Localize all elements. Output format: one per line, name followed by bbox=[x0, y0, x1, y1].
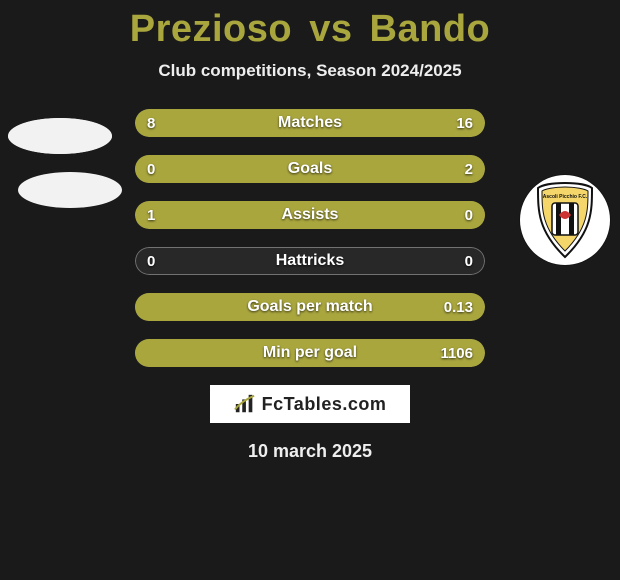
stat-row: Goals02 bbox=[135, 155, 485, 183]
player1-name: Prezioso bbox=[130, 8, 292, 50]
stat-track bbox=[135, 247, 485, 275]
player2-club-badge: Ascoli Picchio F.C. bbox=[520, 175, 610, 265]
stat-row: Goals per match0.13 bbox=[135, 293, 485, 321]
bar-chart-icon bbox=[234, 393, 256, 415]
stat-row: Min per goal1106 bbox=[135, 339, 485, 367]
stat-fill-right bbox=[135, 155, 485, 183]
subtitle: Club competitions, Season 2024/2025 bbox=[0, 61, 620, 81]
shield-icon: Ascoli Picchio F.C. bbox=[534, 181, 596, 259]
stat-fill-left bbox=[135, 201, 485, 229]
date-text: 10 march 2025 bbox=[0, 441, 620, 462]
svg-text:Ascoli Picchio F.C.: Ascoli Picchio F.C. bbox=[543, 194, 588, 200]
stat-fill-right bbox=[135, 339, 485, 367]
vs-text: vs bbox=[309, 8, 352, 50]
player2-avatar-placeholder bbox=[8, 118, 112, 154]
stat-row: Hattricks00 bbox=[135, 247, 485, 275]
stat-fill-right bbox=[135, 293, 485, 321]
player2-name: Bando bbox=[370, 8, 491, 50]
page-title: Prezioso vs Bando bbox=[0, 0, 620, 51]
player1-club-placeholder bbox=[18, 172, 122, 208]
stat-row: Assists10 bbox=[135, 201, 485, 229]
fctables-text: FcTables.com bbox=[262, 394, 387, 415]
stat-fill-right bbox=[251, 109, 486, 137]
stat-row: Matches816 bbox=[135, 109, 485, 137]
stat-fill-left bbox=[135, 109, 251, 137]
fctables-watermark: FcTables.com bbox=[210, 385, 410, 423]
comparison-chart: Matches816 Goals02 Assists10 Hattricks00 Goa… bbox=[135, 109, 485, 367]
